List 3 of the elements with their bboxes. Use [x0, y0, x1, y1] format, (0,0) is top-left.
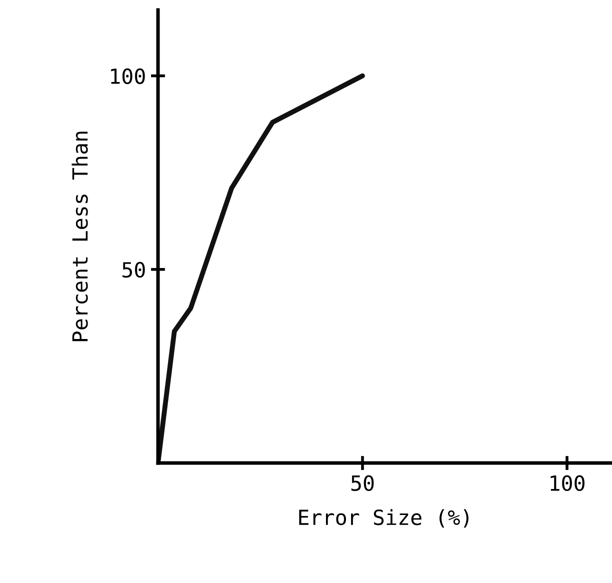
y-axis-title: Percent Less Than	[72, 132, 88, 342]
x-axis-title: Error Size (%)	[299, 509, 468, 528]
line-series	[158, 73, 365, 463]
